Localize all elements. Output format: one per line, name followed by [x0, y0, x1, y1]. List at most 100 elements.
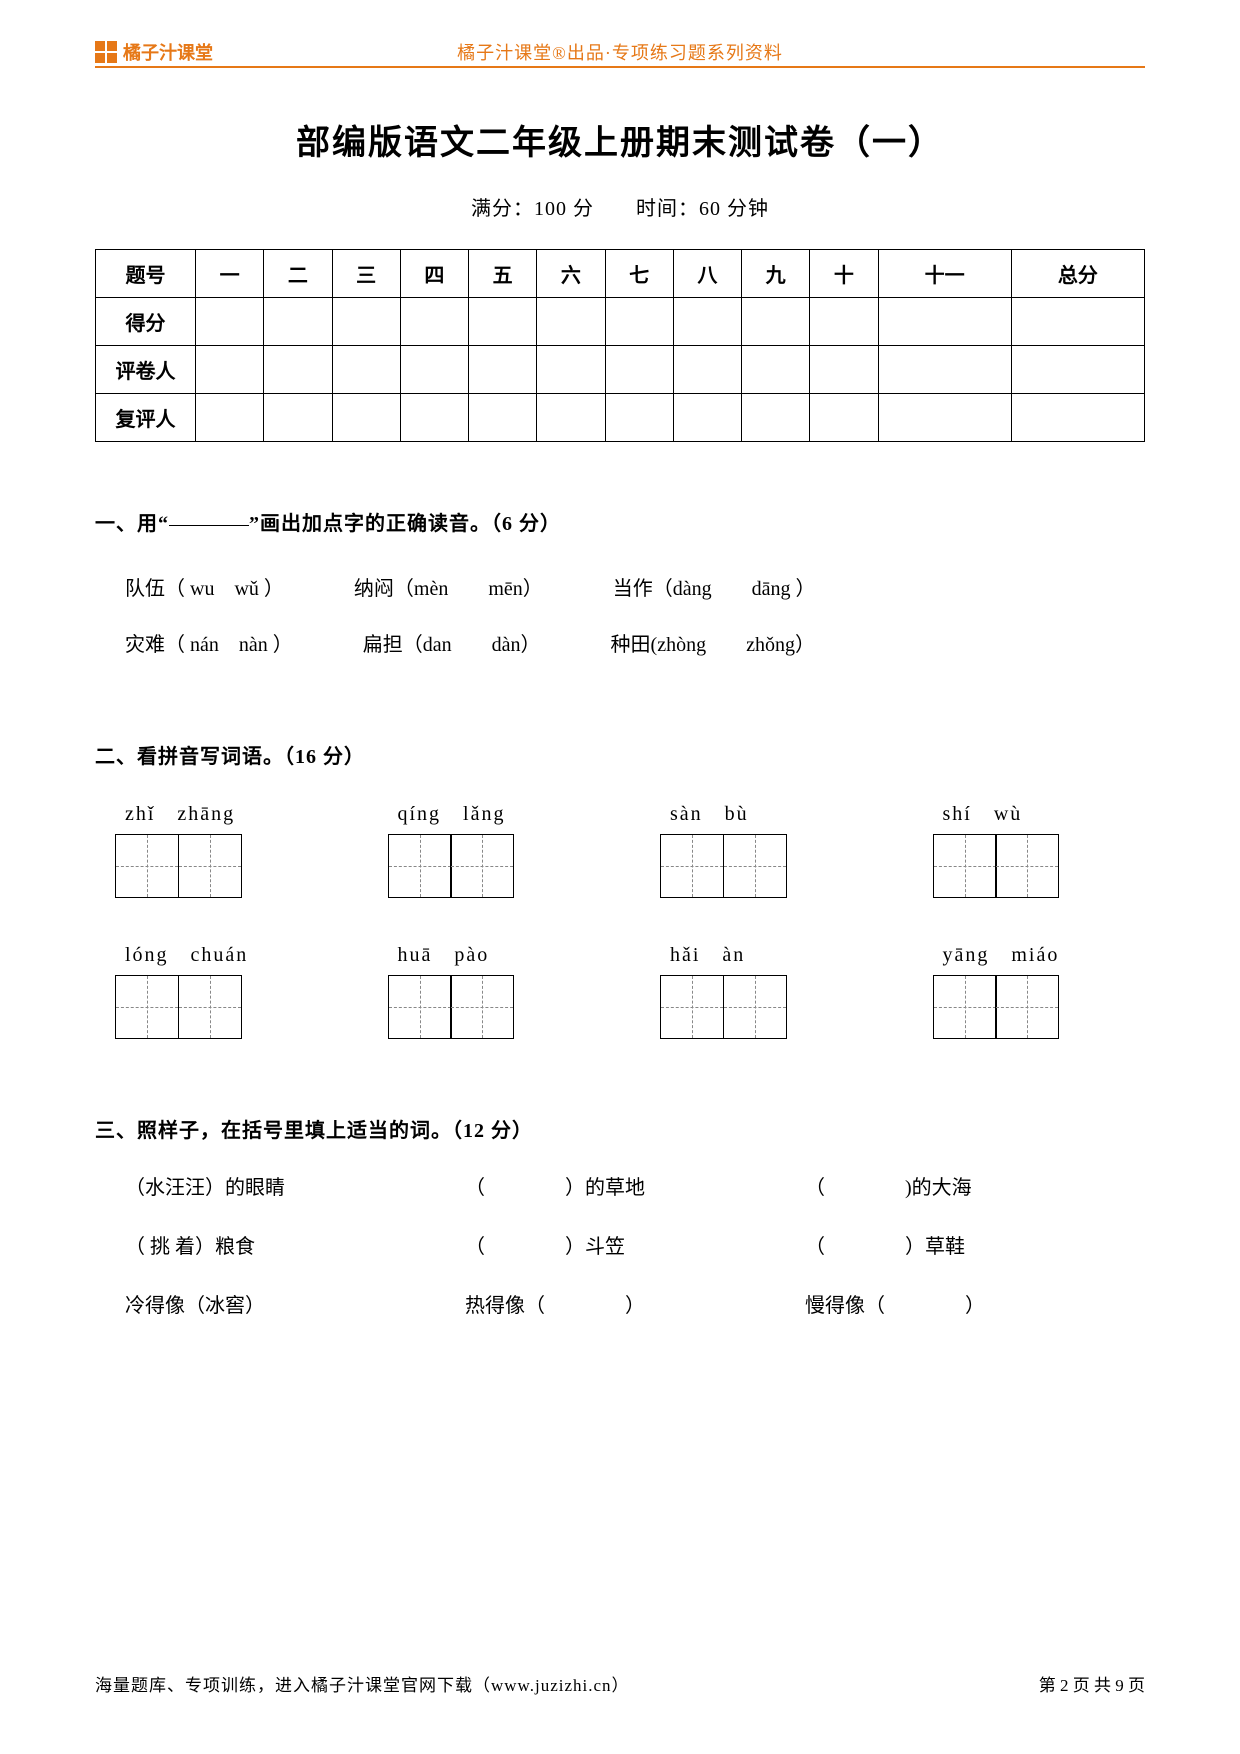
- char-box: [388, 834, 452, 898]
- q1-row: 灾难（ nán nàn ）扁担（dan dàn）种田(zhòng zhǒng）: [125, 620, 1145, 670]
- q1-title: 一、用“”画出加点字的正确读音。（6 分）: [95, 507, 1145, 536]
- q1-item: 当作（dàng dāng ）: [613, 564, 816, 614]
- q2-grid: zhǐ zhāngqíng lǎngsàn bùshí wùlóng chuán…: [95, 797, 1145, 1039]
- table-cell: [673, 298, 741, 346]
- char-boxes: [388, 834, 601, 898]
- logo-icon: [95, 41, 117, 63]
- table-row: 题号一二三四五六七八九十十一总分: [96, 250, 1145, 298]
- footer: 海量题库、专项训练，进入橘子汁课堂官网下载（www.juzizhi.cn） 第 …: [95, 1671, 1145, 1696]
- table-cell: [605, 298, 673, 346]
- table-cell: [673, 394, 741, 442]
- table-cell: [1011, 394, 1144, 442]
- q3-item: 慢得像（ ）: [805, 1289, 1145, 1318]
- table-row: 评卷人: [96, 346, 1145, 394]
- table-cell: [605, 346, 673, 394]
- q2-title: 二、看拼音写词语。（16 分）: [95, 740, 1145, 769]
- char-boxes: [933, 975, 1146, 1039]
- table-row: 得分: [96, 298, 1145, 346]
- table-cell: [469, 298, 537, 346]
- row-label: 评卷人: [96, 346, 196, 394]
- table-cell: 十一: [878, 250, 1011, 298]
- table-cell: 七: [605, 250, 673, 298]
- table-cell: [742, 346, 810, 394]
- char-box: [450, 975, 514, 1039]
- q1-item: 队伍（ wu wǔ ）: [125, 564, 284, 614]
- table-cell: [742, 298, 810, 346]
- table-cell: [537, 346, 605, 394]
- char-box: [723, 975, 787, 1039]
- table-cell: [673, 346, 741, 394]
- table-cell: [196, 394, 264, 442]
- char-box: [933, 975, 997, 1039]
- q3-item: 热得像（ ）: [465, 1289, 805, 1318]
- table-cell: [332, 298, 400, 346]
- char-box: [178, 975, 242, 1039]
- table-cell: [196, 346, 264, 394]
- char-box: [933, 834, 997, 898]
- q1-rows: 队伍（ wu wǔ ）纳闷（mèn mēn）当作（dàng dāng ）灾难（ …: [95, 564, 1145, 670]
- underline-blank: [169, 524, 249, 526]
- row-label: 得分: [96, 298, 196, 346]
- table-cell: [878, 346, 1011, 394]
- table-cell: [537, 394, 605, 442]
- table-cell: [537, 298, 605, 346]
- char-box: [995, 975, 1059, 1039]
- q3-item: （水汪汪）的眼睛: [125, 1171, 465, 1200]
- table-cell: [469, 346, 537, 394]
- table-cell: [1011, 346, 1144, 394]
- char-boxes: [933, 834, 1146, 898]
- table-cell: [400, 298, 468, 346]
- table-cell: [742, 394, 810, 442]
- pinyin-label: zhǐ zhāng: [115, 797, 328, 826]
- table-cell: [810, 346, 878, 394]
- table-cell: [1011, 298, 1144, 346]
- q3-item: （ ）的草地: [465, 1171, 805, 1200]
- q2-item: sàn bù: [660, 797, 873, 898]
- brand-name: 橘子汁课堂: [123, 39, 213, 65]
- char-box: [723, 834, 787, 898]
- char-box: [178, 834, 242, 898]
- table-cell: [878, 298, 1011, 346]
- char-box: [388, 975, 452, 1039]
- table-cell: 八: [673, 250, 741, 298]
- table-row: 复评人: [96, 394, 1145, 442]
- table-cell: [469, 394, 537, 442]
- q3-item: （ )的大海: [805, 1171, 1145, 1200]
- char-box: [450, 834, 514, 898]
- pinyin-label: yāng miáo: [933, 938, 1146, 967]
- table-cell: [332, 346, 400, 394]
- page-subtitle: 满分：100 分 时间：60 分钟: [95, 192, 1145, 221]
- char-boxes: [660, 834, 873, 898]
- header-center-text: 橘子汁课堂®出品·专项练习题系列资料: [457, 39, 783, 65]
- header-bar: 橘子汁课堂 橘子汁课堂®出品·专项练习题系列资料: [95, 38, 1145, 68]
- q2-item: shí wù: [933, 797, 1146, 898]
- char-box: [115, 834, 179, 898]
- q2-item: qíng lǎng: [388, 797, 601, 898]
- table-cell: [264, 298, 332, 346]
- table-cell: [810, 298, 878, 346]
- q3-row: 冷得像（冰窖）热得像（ ）慢得像（ ）: [125, 1289, 1145, 1318]
- table-cell: [400, 346, 468, 394]
- q3-item: （ ）草鞋: [805, 1230, 1145, 1259]
- pinyin-label: shí wù: [933, 797, 1146, 826]
- char-boxes: [388, 975, 601, 1039]
- pinyin-label: huā pào: [388, 938, 601, 967]
- footer-page: 第 2 页 共 9 页: [1039, 1671, 1145, 1696]
- table-cell: [605, 394, 673, 442]
- table-cell: 十: [810, 250, 878, 298]
- table-cell: [264, 346, 332, 394]
- table-cell: 五: [469, 250, 537, 298]
- page-title: 部编版语文二年级上册期末测试卷（一）: [95, 115, 1145, 164]
- table-cell: [264, 394, 332, 442]
- q2-item: yāng miáo: [933, 938, 1146, 1039]
- table-cell: [400, 394, 468, 442]
- char-box: [660, 834, 724, 898]
- q2-item: hǎi àn: [660, 938, 873, 1039]
- q2-item: zhǐ zhāng: [115, 797, 328, 898]
- char-box: [995, 834, 1059, 898]
- logo-block: 橘子汁课堂: [95, 39, 213, 65]
- table-cell: [810, 394, 878, 442]
- q1-item: 扁担（dan dàn）: [363, 620, 541, 670]
- table-cell: [332, 394, 400, 442]
- q3-item: （ 挑 着）粮食: [125, 1230, 465, 1259]
